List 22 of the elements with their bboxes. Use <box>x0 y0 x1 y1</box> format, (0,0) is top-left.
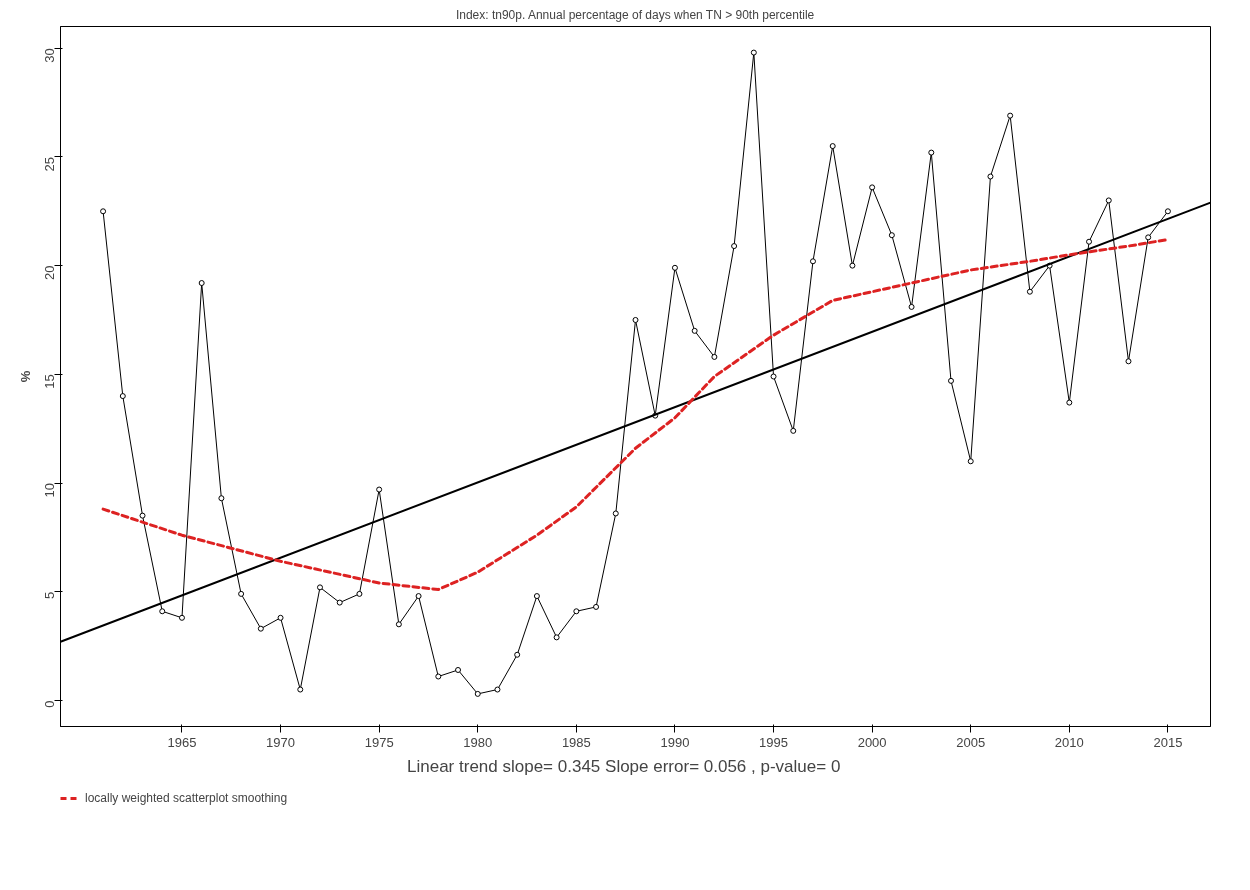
x-tick-label: 1985 <box>561 734 591 750</box>
x-tick-label: 1980 <box>463 734 493 750</box>
x-tick-label: 1995 <box>759 734 788 750</box>
x-tick-label: 2000 <box>857 734 887 750</box>
legend-label: locally weighted scatterplot smoothing <box>85 791 288 805</box>
x-tick-label: 2015 <box>1153 734 1183 750</box>
x-tick-label: 1970 <box>266 734 296 750</box>
y-axis-title: % <box>17 370 33 383</box>
y-tick-label: 5 <box>42 591 57 599</box>
y-tick-label: 0 <box>42 700 57 708</box>
y-tick-label: 25 <box>42 156 57 172</box>
x-tick-label: 2010 <box>1054 734 1084 750</box>
y-tick-label: 20 <box>42 265 57 281</box>
x-tick-label: 2005 <box>956 734 986 750</box>
x-tick-label: 1975 <box>364 734 394 750</box>
x-tick-label: 1965 <box>167 734 197 750</box>
y-tick-label: 30 <box>42 48 57 63</box>
x-tick-label: 1990 <box>660 734 690 750</box>
y-tick-label: 15 <box>42 374 57 389</box>
chart-title: Index: tn90p. Annual percentage of days when TN > 90th percentile <box>455 7 815 22</box>
text: Linear trend slope= 0.345 Slope error= 0.056 , p-value= 0 <box>407 756 841 776</box>
y-tick-label: 10 <box>42 483 57 498</box>
